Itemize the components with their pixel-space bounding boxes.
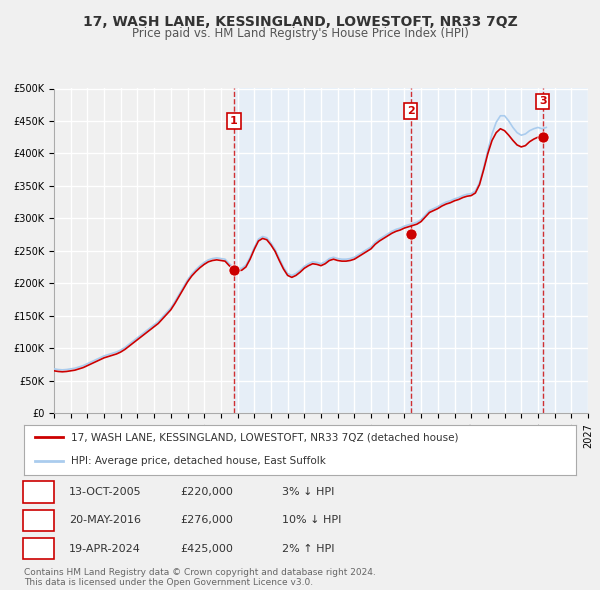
Text: 17, WASH LANE, KESSINGLAND, LOWESTOFT, NR33 7QZ: 17, WASH LANE, KESSINGLAND, LOWESTOFT, N… <box>83 15 517 29</box>
Text: 19-APR-2024: 19-APR-2024 <box>69 544 141 553</box>
Text: Price paid vs. HM Land Registry's House Price Index (HPI): Price paid vs. HM Land Registry's House … <box>131 27 469 40</box>
Text: Contains HM Land Registry data © Crown copyright and database right 2024.
This d: Contains HM Land Registry data © Crown c… <box>24 568 376 587</box>
Text: 20-MAY-2016: 20-MAY-2016 <box>69 516 141 525</box>
Text: 1: 1 <box>35 487 42 497</box>
Text: 2% ↑ HPI: 2% ↑ HPI <box>282 544 335 553</box>
Text: 13-OCT-2005: 13-OCT-2005 <box>69 487 142 497</box>
Text: HPI: Average price, detached house, East Suffolk: HPI: Average price, detached house, East… <box>71 456 326 466</box>
Text: £425,000: £425,000 <box>180 544 233 553</box>
Text: 3% ↓ HPI: 3% ↓ HPI <box>282 487 334 497</box>
Text: £220,000: £220,000 <box>180 487 233 497</box>
Text: 2: 2 <box>407 106 415 116</box>
Bar <box>411 88 543 413</box>
Bar <box>543 88 588 413</box>
Text: 1: 1 <box>230 116 238 126</box>
Text: £276,000: £276,000 <box>180 516 233 525</box>
Text: 3: 3 <box>539 97 547 106</box>
Text: 10% ↓ HPI: 10% ↓ HPI <box>282 516 341 525</box>
Text: 17, WASH LANE, KESSINGLAND, LOWESTOFT, NR33 7QZ (detached house): 17, WASH LANE, KESSINGLAND, LOWESTOFT, N… <box>71 432 458 442</box>
Bar <box>234 88 411 413</box>
Text: 2: 2 <box>35 516 42 525</box>
Text: 3: 3 <box>35 544 42 553</box>
